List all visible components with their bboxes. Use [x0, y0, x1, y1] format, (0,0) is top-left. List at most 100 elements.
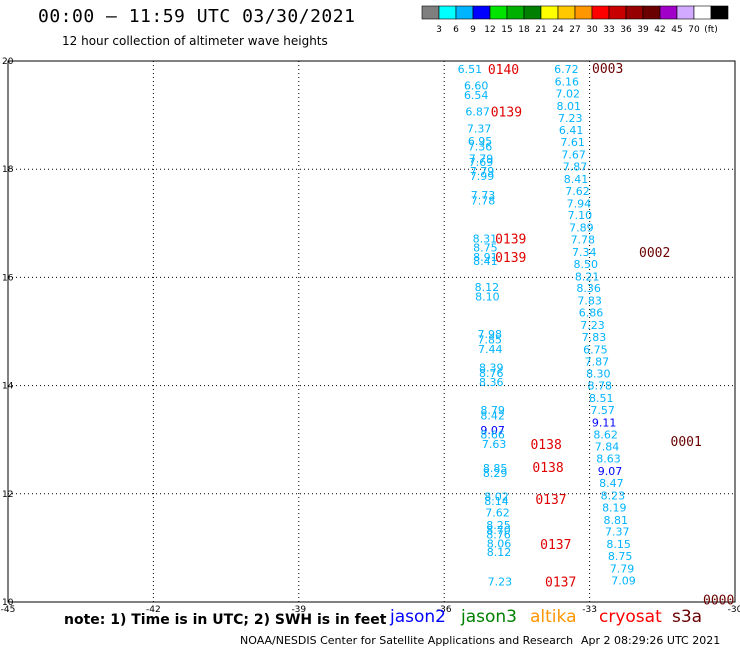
color-scale-bar: 3 6 9 12 15 18 21 24 27 30 33 36 39 42 45 70 (ft): [421, 5, 729, 35]
wave-height-value: 8.47: [599, 477, 624, 490]
wave-height-value: 7.79: [610, 562, 635, 575]
wave-height-value: 8.36: [576, 282, 601, 295]
y-tick-label: 18: [2, 165, 14, 175]
wave-height-value: 7.44: [478, 343, 503, 356]
x-tick-label: -45: [1, 605, 16, 615]
wave-height-value: 7.94: [567, 197, 592, 210]
wave-height-value: 8.14: [484, 495, 509, 508]
colorbar-label: 12: [484, 25, 495, 35]
pass-time-label: 0139: [495, 251, 526, 266]
wave-height-value: 8.42: [480, 409, 505, 422]
units-note: note: 1) Time is in UTC; 2) SWH is in fe…: [64, 612, 387, 628]
wave-height-value: 8.50: [573, 258, 598, 271]
y-tick-label: 20: [2, 57, 14, 67]
y-tick-label: 14: [2, 382, 14, 392]
chart-title: 00:00 – 11:59 UTC 03/30/2021: [38, 6, 356, 27]
wave-height-value: 9.11: [592, 416, 617, 429]
wave-height-value: 8.12: [487, 546, 512, 559]
wave-height-value: 6.41: [559, 124, 584, 137]
wave-height-value: 8.75: [473, 242, 498, 255]
pass-time-label: 0001: [671, 435, 702, 450]
wave-height-value: 8.36: [479, 376, 504, 389]
chart-subtitle: 12 hour collection of altimeter wave hei…: [62, 34, 328, 48]
pass-time-label: 0140: [488, 63, 519, 78]
generated-timestamp: Apr 2 08:29:26 UTC 2021: [581, 634, 721, 647]
y-tick-label: 12: [2, 490, 13, 500]
wave-height-value: 8.29: [483, 467, 508, 480]
y-tick-label: 16: [2, 273, 14, 283]
wave-height-value: 7.99: [470, 170, 495, 183]
wave-height-value: 7.98: [478, 328, 503, 341]
wave-height-value: 7.62: [565, 185, 590, 198]
wave-height-value: 7.89: [569, 222, 594, 235]
wave-height-value: 7.02: [556, 87, 581, 100]
colorbar-label: 18: [518, 25, 530, 35]
wave-height-value: 8.23: [601, 489, 626, 502]
wave-height-value: 7.79: [470, 165, 495, 178]
wave-height-value: 8.91: [473, 251, 498, 264]
wave-height-value: 6.95: [468, 135, 493, 148]
wave-height-value: 6.60: [464, 79, 489, 92]
colorbar-label: 33: [603, 25, 614, 35]
wave-height-value: 7.78: [471, 195, 496, 208]
wave-height-value: 6.86: [579, 307, 604, 320]
wave-height-value: 7.37: [605, 526, 630, 539]
wave-height-value: 7.57: [590, 404, 615, 417]
wave-height-value: 7.73: [471, 189, 496, 202]
pass-time-label: 0139: [495, 232, 526, 247]
wave-height-value: 7.79: [469, 152, 494, 165]
wave-height-value: 8.21: [575, 270, 600, 283]
wave-height-value: 8.76: [479, 367, 504, 380]
colorbar-label: 21: [535, 25, 546, 35]
wave-height-value: 8.02: [484, 491, 509, 504]
colorbar-label: 6: [453, 25, 459, 35]
colorbar-label: 9: [470, 25, 476, 35]
wave-height-value: 8.15: [606, 538, 631, 551]
wave-height-value: 8.75: [608, 550, 633, 563]
pass-time-label: 0003: [592, 62, 623, 77]
wave-height-value: 7.10: [568, 209, 593, 222]
wave-height-value: 6.87: [465, 105, 490, 118]
mission-altika-label: altika: [530, 607, 577, 627]
colorbar-label: 3: [436, 25, 442, 35]
wave-height-value: 7.63: [482, 438, 507, 451]
pass-time-label: 0138: [532, 461, 563, 476]
wave-height-value: 7.37: [467, 123, 492, 136]
colorbar-label: 36: [620, 25, 632, 35]
pass-time-label: 0138: [530, 438, 561, 453]
plot-area: -45 -42 -39 -36 -33 -301012141618206.516.606.…: [1, 57, 740, 615]
wave-height-value: 8.66: [480, 428, 505, 441]
colorbar-label: 27: [569, 25, 580, 35]
mission-s3a-label: s3a: [672, 607, 703, 627]
wave-height-value: 8.63: [596, 453, 621, 466]
wave-height-value: 9.07: [480, 424, 505, 437]
wave-height-value: 7.87: [585, 355, 610, 368]
wave-height-value: 8.01: [557, 100, 582, 113]
wave-height-value: 8.19: [602, 501, 627, 514]
wave-height-value: 8.51: [589, 392, 614, 405]
wave-height-value: 6.54: [464, 89, 489, 102]
colorbar-label: 30: [586, 25, 598, 35]
wave-height-value: 8.78: [588, 380, 613, 393]
wave-height-value: 8.12: [475, 281, 500, 294]
colorbar-label: 45: [671, 25, 682, 35]
wave-height-value: 8.62: [593, 428, 618, 441]
wave-height-value: 8.31: [473, 232, 498, 245]
wave-height-value: 8.10: [475, 290, 500, 303]
x-tick-label: -42: [146, 605, 161, 615]
x-tick-label: -33: [582, 605, 597, 615]
mission-cryosat-label: cryosat: [599, 607, 662, 627]
colorbar-label: 15: [501, 25, 512, 35]
colorbar-label: 39: [637, 25, 649, 35]
wave-height-value: 7.34: [572, 246, 597, 259]
mission-jason2-label: jason2: [390, 607, 446, 627]
wave-height-value: 7.23: [580, 319, 605, 332]
wave-height-value: 8.81: [604, 514, 629, 527]
wave-height-value: 8.30: [586, 368, 611, 381]
wave-height-value: 6.16: [555, 76, 580, 89]
wave-height-value: 6.75: [583, 343, 608, 356]
pass-time-label: 0002: [639, 246, 670, 261]
pass-time-label: 0139: [491, 105, 522, 120]
wave-height-value: 9.07: [598, 465, 623, 478]
pass-time-label: 0137: [535, 493, 566, 508]
